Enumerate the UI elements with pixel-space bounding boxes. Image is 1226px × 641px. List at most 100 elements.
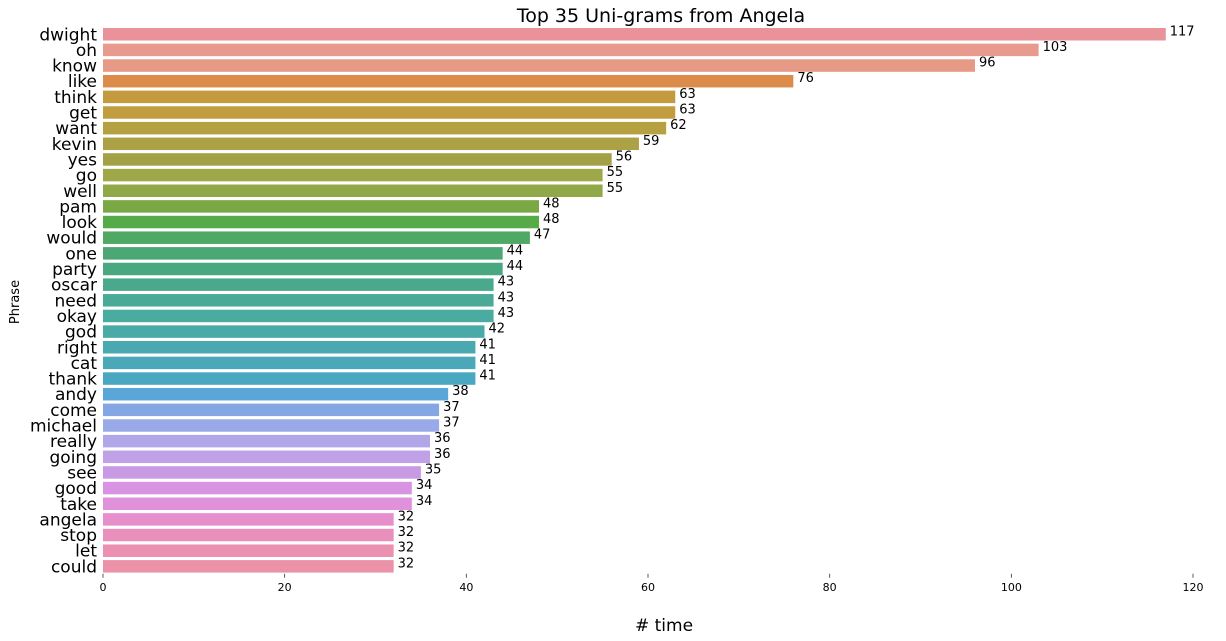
x-axis: 0 20 40 60 80 100 120 [100,573,1204,594]
category-label: let [75,542,97,562]
value-label: 41 [479,337,496,352]
bar-okay [103,309,494,323]
value-label: 48 [543,212,560,227]
value-label: 36 [434,431,451,446]
category-label: oh [76,41,97,61]
chart-title: Top 35 Uni-grams from Angela [516,5,805,27]
category-label: could [51,557,97,577]
bar-see [103,466,421,479]
x-axis-label: # time [635,616,693,636]
category-label: okay [57,307,97,327]
bar-let [103,544,394,557]
bar-like [103,74,794,88]
value-label: 56 [616,149,633,164]
category-label: michael [30,417,97,437]
bar-oh [103,43,1039,57]
bar-thank [103,372,476,385]
bar-dwight [103,28,1166,41]
category-label: go [76,166,97,186]
bar-cat [103,356,476,370]
bar-really [103,434,430,448]
category-label: cat [71,354,98,374]
value-label: 47 [534,228,551,243]
bar-get [103,106,676,119]
value-label: 44 [507,259,524,274]
category-label: would [46,229,97,249]
bar-come [103,403,440,417]
bar-stop [103,528,394,542]
value-label: 38 [452,384,469,399]
bar-god [103,325,485,338]
value-label: 103 [1043,40,1068,55]
value-label: 37 [443,400,460,415]
x-tick-label: 0 [100,581,107,594]
bar-oscar [103,278,494,291]
value-label: 96 [979,56,996,71]
bars-group: dwight 117 oh 103 know 96 like 76 think 63 get 63 wa… [30,24,1195,577]
bar-right [103,341,476,354]
category-label: right [57,338,97,358]
x-tick-label: 100 [1001,581,1022,594]
category-label: need [55,291,97,311]
category-label: party [52,260,97,280]
category-label: get [69,104,97,124]
bar-party [103,262,503,276]
value-label: 43 [498,275,515,290]
bar-yes [103,153,612,166]
value-label: 76 [797,71,814,86]
value-label: 37 [443,416,460,431]
value-label: 42 [489,322,506,337]
category-label: come [50,401,97,421]
category-label: pam [59,197,97,217]
category-label: yes [68,150,98,170]
bar-need [103,294,494,307]
bar-kevin [103,137,639,151]
category-label: kevin [52,135,97,155]
value-label: 62 [670,118,687,133]
bar-could [103,560,394,573]
value-label: 41 [479,353,496,368]
value-label: 44 [507,243,524,258]
category-label: look [62,213,98,233]
category-label: like [68,72,97,92]
category-label: stop [60,526,97,546]
bar-michael [103,419,440,432]
value-label: 43 [498,306,515,321]
x-tick-label: 20 [278,581,292,594]
value-label: 55 [607,181,624,196]
bar-go [103,168,603,182]
x-tick-label: 120 [1183,581,1204,594]
category-label: dwight [39,25,97,45]
category-label: thank [49,370,98,390]
value-label: 63 [679,87,696,102]
value-label: 35 [425,462,442,477]
bar-one [103,247,503,260]
value-label: 32 [398,556,415,571]
bar-good [103,481,412,495]
bar-think [103,90,676,104]
value-label: 117 [1170,24,1195,39]
x-tick-label: 60 [641,581,655,594]
bar-pam [103,200,539,213]
x-tick-label: 40 [459,581,473,594]
bar-take [103,497,412,510]
bar-going [103,450,430,464]
value-label: 34 [416,494,433,509]
value-label: 32 [398,509,415,524]
bar-andy [103,387,449,401]
category-label: god [65,323,97,343]
category-label: want [55,119,97,139]
value-label: 36 [434,447,451,462]
category-label: think [54,88,97,108]
bar-well [103,184,603,197]
value-label: 41 [479,369,496,384]
bar-know [103,59,975,72]
value-label: 32 [398,541,415,556]
category-label: good [55,479,97,499]
category-label: well [63,182,97,202]
y-axis-label: Phrase [8,280,23,324]
value-label: 32 [398,525,415,540]
bar-want [103,121,667,135]
category-label: see [67,463,97,483]
value-label: 63 [679,103,696,118]
